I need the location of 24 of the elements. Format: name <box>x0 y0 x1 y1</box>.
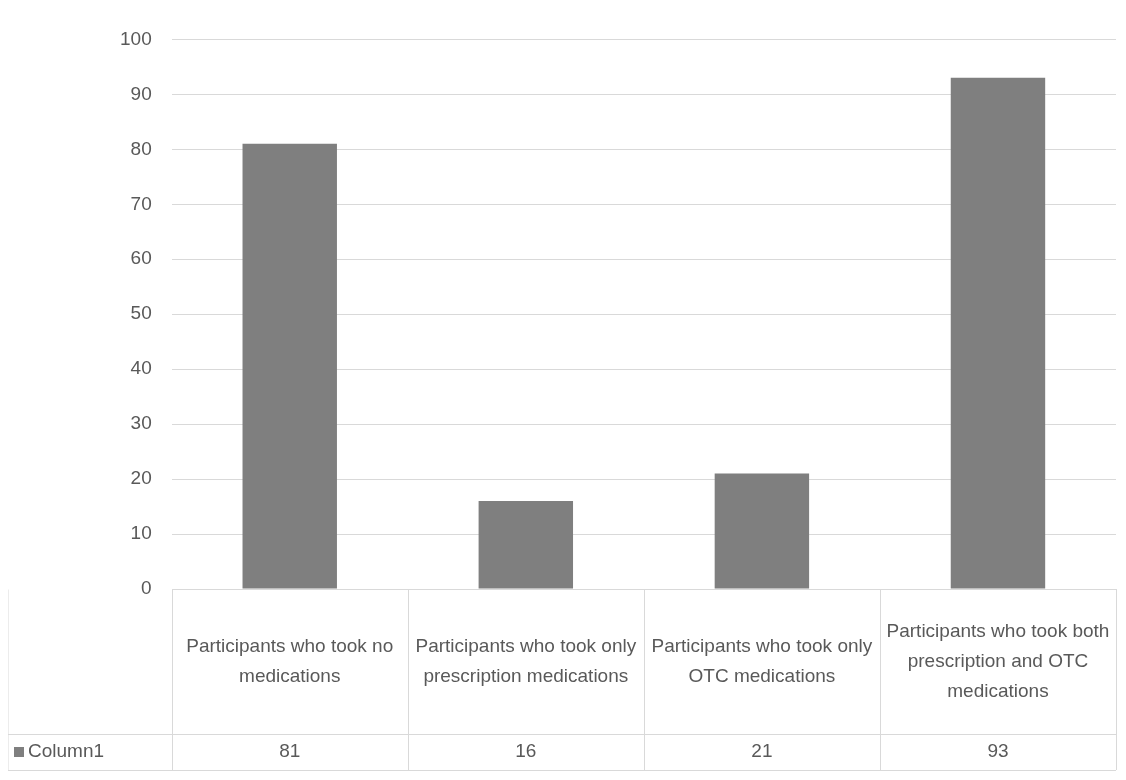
bar <box>242 143 337 589</box>
y-tick-label: 60 <box>130 247 152 269</box>
legend-label: Column1 <box>28 740 105 762</box>
y-tick-label: 80 <box>130 137 152 159</box>
x-tick-label: Participants who took only prescription medications <box>415 634 637 686</box>
y-tick-label: 20 <box>130 467 152 489</box>
bar <box>950 77 1046 589</box>
y-tick-label: 50 <box>130 302 152 324</box>
y-tick-label: 10 <box>130 522 152 544</box>
bar <box>478 501 574 589</box>
data-label: 81 <box>279 740 301 762</box>
data-label: 16 <box>515 740 537 762</box>
data-label: 93 <box>987 740 1009 762</box>
x-tick-label: Participants who took no medications <box>186 634 394 686</box>
y-tick-label: 70 <box>130 192 152 214</box>
data-label: 21 <box>751 740 773 762</box>
y-tick-label: 100 <box>120 27 152 49</box>
y-tick-label: 40 <box>130 357 152 379</box>
y-tick-label: 0 <box>141 577 152 599</box>
x-tick-label: Participants who took both prescription and OTC medications <box>886 619 1110 701</box>
bar <box>714 473 810 589</box>
y-tick-label: 30 <box>130 412 152 434</box>
x-tick-label: Participants who took only OTC medications <box>651 634 873 686</box>
y-tick-label: 90 <box>130 82 152 104</box>
